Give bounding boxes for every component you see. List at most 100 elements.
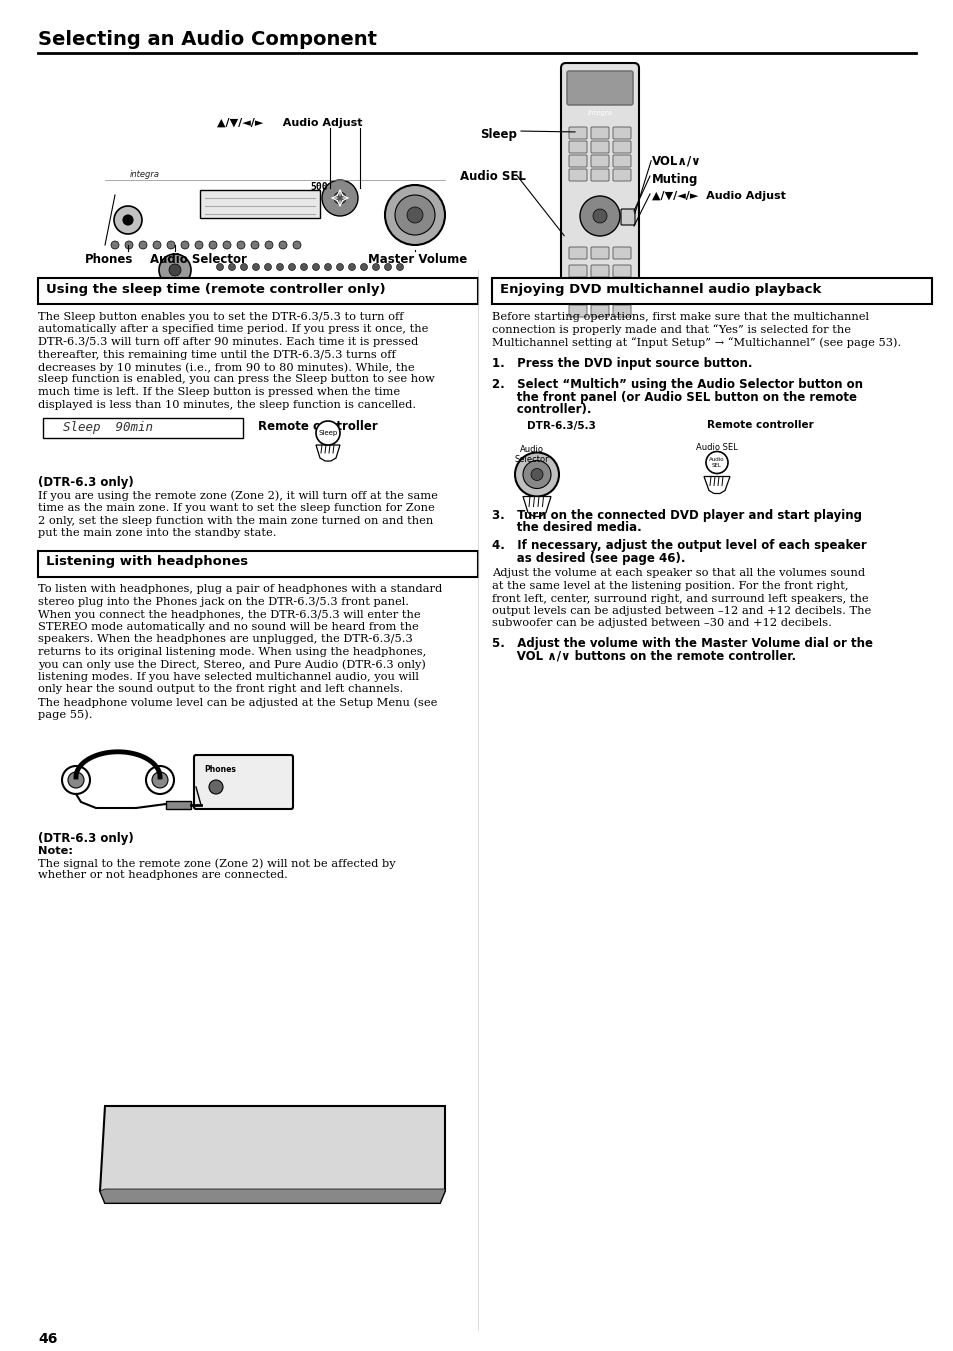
FancyBboxPatch shape [568, 305, 586, 317]
Bar [492, 278, 931, 304]
Bar [200, 190, 319, 218]
Circle shape [152, 771, 168, 788]
Text: page 55).: page 55). [38, 709, 92, 720]
Circle shape [113, 205, 142, 234]
Text: you can only use the Direct, Stereo, and Pure Audio (DTR-6.3 only): you can only use the Direct, Stereo, and… [38, 659, 425, 670]
Text: Master Volume: Master Volume [368, 253, 467, 266]
Circle shape [515, 453, 558, 497]
Circle shape [111, 240, 119, 249]
Circle shape [300, 263, 307, 270]
Text: Multichannel setting at “Input Setup” → “Multichannel” (see page 53).: Multichannel setting at “Input Setup” → … [492, 336, 901, 347]
Circle shape [240, 263, 247, 270]
FancyBboxPatch shape [568, 247, 586, 259]
Polygon shape [100, 1189, 444, 1202]
Text: put the main zone into the standby state.: put the main zone into the standby state… [38, 528, 276, 538]
Text: controller).: controller). [492, 403, 591, 416]
Circle shape [288, 263, 295, 270]
Text: The headphone volume level can be adjusted at the Setup Menu (see: The headphone volume level can be adjust… [38, 697, 436, 708]
Text: the front panel (or Audio SEL button on the remote: the front panel (or Audio SEL button on … [492, 390, 856, 404]
Text: 5.   Adjust the volume with the Master Volume dial or the: 5. Adjust the volume with the Master Vol… [492, 638, 872, 650]
Circle shape [293, 240, 301, 249]
FancyBboxPatch shape [590, 286, 608, 299]
Text: 4.   If necessary, adjust the output level of each speaker: 4. If necessary, adjust the output level… [492, 539, 866, 553]
Circle shape [265, 240, 273, 249]
Circle shape [253, 263, 259, 270]
Circle shape [251, 240, 258, 249]
Text: DTR-6.3/5.3 will turn off after 90 minutes. Each time it is pressed: DTR-6.3/5.3 will turn off after 90 minut… [38, 336, 417, 347]
FancyBboxPatch shape [590, 247, 608, 259]
Text: Audio SEL: Audio SEL [459, 170, 525, 182]
Circle shape [167, 240, 174, 249]
Text: time as the main zone. If you want to set the sleep function for Zone: time as the main zone. If you want to se… [38, 503, 435, 513]
Text: 1.   Press the DVD input source button.: 1. Press the DVD input source button. [492, 358, 752, 370]
Circle shape [209, 780, 223, 794]
FancyBboxPatch shape [590, 127, 608, 139]
Circle shape [315, 422, 339, 444]
Text: Muting: Muting [651, 173, 698, 186]
Text: Audio Selector: Audio Selector [150, 253, 247, 266]
Circle shape [531, 469, 542, 481]
Text: the desired media.: the desired media. [492, 521, 641, 534]
Text: thereafter, this remaining time until the DTR-6.3/5.3 turns off: thereafter, this remaining time until th… [38, 350, 395, 359]
Circle shape [278, 240, 287, 249]
Polygon shape [522, 497, 551, 516]
Text: STEREO mode automatically and no sound will be heard from the: STEREO mode automatically and no sound w… [38, 621, 418, 632]
Text: ▲/▼/◄/►  Audio Adjust: ▲/▼/◄/► Audio Adjust [651, 190, 785, 201]
Circle shape [264, 263, 272, 270]
FancyBboxPatch shape [590, 155, 608, 168]
Text: 2 only, set the sleep function with the main zone turned on and then: 2 only, set the sleep function with the … [38, 516, 433, 526]
Text: at the same level at the listening position. For the front right,: at the same level at the listening posit… [492, 581, 847, 590]
Text: only hear the sound output to the front right and left channels.: only hear the sound output to the front … [38, 685, 403, 694]
Text: sleep function is enabled, you can press the Sleep button to see how: sleep function is enabled, you can press… [38, 374, 435, 385]
FancyBboxPatch shape [568, 169, 586, 181]
Circle shape [223, 240, 231, 249]
Text: Note:: Note: [38, 846, 73, 855]
Circle shape [236, 240, 245, 249]
FancyBboxPatch shape [613, 305, 630, 317]
Text: When you connect the headphones, the DTR-6.3/5.3 will enter the: When you connect the headphones, the DTR… [38, 609, 420, 620]
Text: 2.   Select “Multich” using the Audio Selector button on: 2. Select “Multich” using the Audio Sele… [492, 378, 862, 390]
Text: speakers. When the headphones are unplugged, the DTR-6.3/5.3: speakers. When the headphones are unplug… [38, 635, 413, 644]
Text: Adjust the volume at each speaker so that all the volumes sound: Adjust the volume at each speaker so tha… [492, 569, 864, 578]
Circle shape [209, 240, 216, 249]
Text: integra: integra [587, 109, 612, 116]
Text: 500: 500 [310, 182, 327, 192]
FancyBboxPatch shape [613, 127, 630, 139]
Text: The signal to the remote zone (Zone 2) will not be affected by: The signal to the remote zone (Zone 2) w… [38, 858, 395, 869]
Circle shape [705, 451, 727, 473]
Bar [43, 417, 243, 438]
Text: If you are using the remote zone (Zone 2), it will turn off at the same: If you are using the remote zone (Zone 2… [38, 490, 437, 501]
Circle shape [125, 240, 132, 249]
Text: Enjoying DVD multichannel audio playback: Enjoying DVD multichannel audio playback [499, 282, 821, 296]
Text: VOL∧/∨: VOL∧/∨ [651, 155, 700, 168]
Text: Selecting an Audio Component: Selecting an Audio Component [38, 30, 376, 49]
Circle shape [407, 207, 422, 223]
Text: subwoofer can be adjusted between –30 and +12 decibels.: subwoofer can be adjusted between –30 an… [492, 619, 831, 628]
Text: Phones: Phones [204, 765, 235, 774]
Text: 46: 46 [38, 1332, 57, 1346]
Text: The Sleep button enables you to set the DTR-6.3/5.3 to turn off: The Sleep button enables you to set the … [38, 312, 403, 322]
Text: Sleep  90min: Sleep 90min [63, 422, 152, 435]
FancyBboxPatch shape [620, 209, 635, 226]
Circle shape [324, 263, 331, 270]
Circle shape [372, 263, 379, 270]
Circle shape [322, 180, 357, 216]
Text: Listening with headphones: Listening with headphones [46, 555, 248, 569]
Text: To listen with headphones, plug a pair of headphones with a standard: To listen with headphones, plug a pair o… [38, 585, 442, 594]
Polygon shape [703, 477, 729, 493]
Circle shape [152, 240, 161, 249]
Text: much time is left. If the Sleep button is pressed when the time: much time is left. If the Sleep button i… [38, 386, 399, 397]
FancyBboxPatch shape [613, 286, 630, 299]
Text: as desired (see page 46).: as desired (see page 46). [492, 553, 685, 565]
Text: decreases by 10 minutes (i.e., from 90 to 80 minutes). While, the: decreases by 10 minutes (i.e., from 90 t… [38, 362, 415, 373]
FancyBboxPatch shape [568, 286, 586, 299]
Circle shape [139, 240, 147, 249]
Text: ▲/▼/◄/►     Audio Adjust: ▲/▼/◄/► Audio Adjust [216, 118, 362, 128]
Bar [38, 278, 477, 304]
FancyBboxPatch shape [568, 127, 586, 139]
Text: Using the sleep time (remote controller only): Using the sleep time (remote controller … [46, 282, 385, 296]
FancyBboxPatch shape [590, 305, 608, 317]
Text: (DTR-6.3 only): (DTR-6.3 only) [38, 476, 133, 489]
Circle shape [216, 263, 223, 270]
Circle shape [169, 263, 181, 276]
